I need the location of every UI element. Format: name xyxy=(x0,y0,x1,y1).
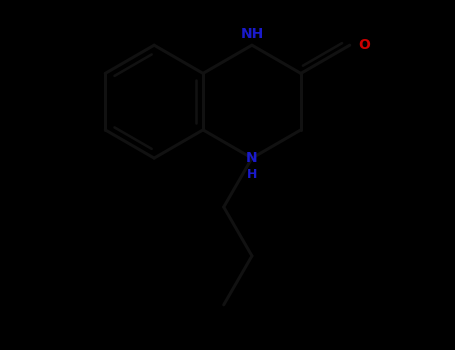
Text: N: N xyxy=(246,151,258,165)
Text: O: O xyxy=(358,38,370,52)
Text: NH: NH xyxy=(240,27,263,41)
Text: H: H xyxy=(247,168,257,181)
